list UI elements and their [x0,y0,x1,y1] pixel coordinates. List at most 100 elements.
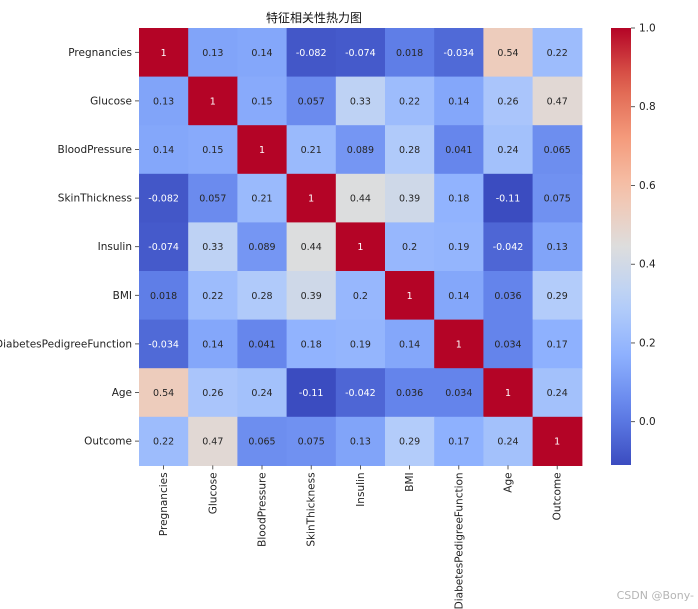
cell-value-label: 0.065 [544,145,571,156]
heatmap-cell [335,368,386,418]
cell-value-label: 0.036 [396,388,423,399]
x-tick-label: Glucose [207,472,219,514]
cell-value-label: 0.22 [202,291,223,302]
colorbar-tick-label: 0.4 [639,259,656,271]
cell-value-label: 0.19 [448,242,469,253]
colorbar: 0.0 0.2 0.4 0.6 0.8 1.0 [611,23,656,465]
heatmap-cell [335,319,386,369]
x-tick-label: BloodPressure [257,472,269,546]
heatmap-cell [237,368,288,418]
heatmap-cell [139,319,189,369]
cell-value-label: 1 [505,388,511,399]
y-tick-label: Glucose [90,95,132,107]
heatmap-cell [237,173,288,223]
cell-value-label: 1 [357,242,363,253]
y-axis-labels: Pregnancies Glucose BloodPressure SkinThick… [0,47,139,448]
cell-value-label: -0.042 [345,388,376,399]
cell-value-label: 0.22 [547,48,568,59]
cell-value-label: 1 [407,291,413,302]
cell-value-label: 0.24 [547,388,568,399]
heatmap-cell [335,173,386,223]
cell-value-label: 0.24 [497,437,518,448]
cell-value-label: 0.19 [350,339,371,350]
heatmap-cell [139,222,189,272]
cell-value-label: 1 [456,339,462,350]
heatmap-cell [139,125,189,175]
heatmap-cell [483,416,534,466]
cell-value-label: 0.075 [544,194,571,205]
heatmap-cell [483,173,534,223]
colorbar-tick-label: 0.2 [639,337,656,349]
y-tick-label: BloodPressure [58,144,132,156]
colorbar-tick-label: 0.6 [639,180,656,192]
cell-value-label: 0.2 [402,242,417,253]
cell-value-label: -0.034 [443,48,474,59]
heatmap-cell [532,319,583,369]
y-tick-label: Pregnancies [68,47,132,59]
cell-value-label: 0.39 [399,194,420,205]
cell-value-label: 0.034 [445,388,472,399]
heatmap-cell [532,222,583,272]
heatmap-cell [286,319,337,369]
heatmap-cell [188,28,238,78]
cell-value-label: 0.44 [301,242,322,253]
heatmap-cell [385,319,435,369]
cell-value-label: 0.21 [301,145,322,156]
heatmap-cell [188,271,238,321]
heatmap-cell [483,368,534,418]
heatmap-cell [385,368,435,418]
heatmap-cell [286,222,337,272]
cell-value-label: 0.14 [153,145,174,156]
cell-value-label: 0.14 [399,339,420,350]
heatmap-cell [532,368,583,418]
heatmap-cell [335,76,386,126]
cell-value-label: 0.39 [301,291,322,302]
cell-value-label: 1 [554,437,560,448]
heatmap-cell [188,76,238,126]
cell-value-label: 0.29 [547,291,568,302]
colorbar-gradient [611,28,631,465]
chart-title: 特征相关性热力图 [266,10,362,25]
heatmap-cell [237,416,288,466]
cell-value-label: -0.042 [493,242,524,253]
heatmap-cell [188,125,238,175]
heatmap-cell [434,222,484,272]
heatmap-cell [188,368,238,418]
x-tick-label: BMI [404,472,416,491]
heatmap-cell [532,125,583,175]
heatmap-cell [188,319,238,369]
x-axis-labels: Pregnancies Glucose BloodPressure SkinThick… [158,465,564,609]
cell-value-label: 0.057 [298,96,325,107]
cell-value-label: 0.54 [153,388,174,399]
heatmap-cell [286,125,337,175]
cell-value-label: 0.14 [448,291,469,302]
heatmap-cell [286,28,337,78]
cell-value-label: -0.034 [148,339,179,350]
x-tick-label: Pregnancies [158,472,170,536]
x-tick-label: SkinThickness [306,472,318,546]
heatmap-cell [188,222,238,272]
heatmap-cell [237,76,288,126]
heatmap-cell [139,76,189,126]
colorbar-tick-label: 1.0 [639,23,656,35]
cell-value-label: 0.2 [353,291,368,302]
heatmap-cell [385,222,435,272]
y-tick-label: DiabetesPedigreeFunction [0,338,132,350]
cell-value-label: 0.22 [399,96,420,107]
cell-value-label: 0.15 [251,96,272,107]
cell-value-label: 0.018 [396,48,423,59]
cell-value-label: 0.041 [445,145,472,156]
heatmap-cell [483,125,534,175]
heatmap-cell [139,28,189,78]
cell-value-label: 1 [259,145,265,156]
cell-value-label: 0.22 [153,437,174,448]
heatmap-cell [139,271,189,321]
heatmap-cell [286,173,337,223]
cell-value-label: -0.082 [296,48,327,59]
watermark: CSDN @Bony- [617,589,694,602]
cell-value-label: 1 [161,48,167,59]
cell-value-label: -0.11 [496,194,521,205]
cell-value-label: 0.13 [153,96,174,107]
x-tick-label: Outcome [552,472,564,520]
